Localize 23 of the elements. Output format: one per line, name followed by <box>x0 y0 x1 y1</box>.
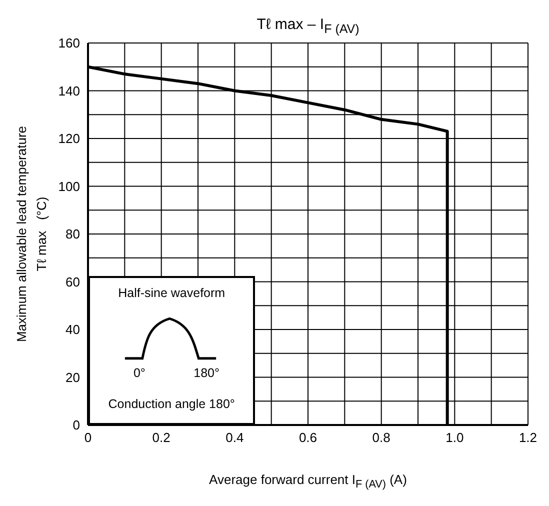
x-tick-label: 1.2 <box>518 430 538 446</box>
y-tick-label: 40 <box>66 322 80 338</box>
x-tick-label: 1.0 <box>446 430 464 446</box>
annotation: Conduction angle 180° <box>108 396 235 411</box>
y-tick-label: 140 <box>58 83 80 98</box>
chart-title: Tℓ max – I$_{F (AV)}$ <box>256 16 360 36</box>
y-tick-label: 160 <box>58 36 80 51</box>
annotation: 180° <box>194 366 220 380</box>
y-tick-label: 0 <box>72 418 80 433</box>
x-tick-label: 0.2 <box>152 430 170 446</box>
annotation: Half-sine waveform <box>118 286 226 300</box>
x-tick-label: 0 <box>84 430 92 446</box>
y-tick-label: 20 <box>66 370 80 385</box>
y-tick-label: 120 <box>58 131 80 146</box>
y-tick-label: 80 <box>66 226 80 242</box>
x-tick-label: 0.6 <box>298 430 318 446</box>
y-tick-label: 100 <box>58 178 80 194</box>
y-tick-label: 60 <box>66 274 80 290</box>
x-tick-label: 0.4 <box>226 430 244 446</box>
y-axis-title: Maximum allowable lead temperature Tℓ max (°C) <box>14 126 49 342</box>
annotation: 0° <box>133 366 146 380</box>
x-tick-label: 0.8 <box>372 430 390 446</box>
x-axis-title: Average forward current I$_{F (AV)}$ (A) <box>209 472 407 491</box>
